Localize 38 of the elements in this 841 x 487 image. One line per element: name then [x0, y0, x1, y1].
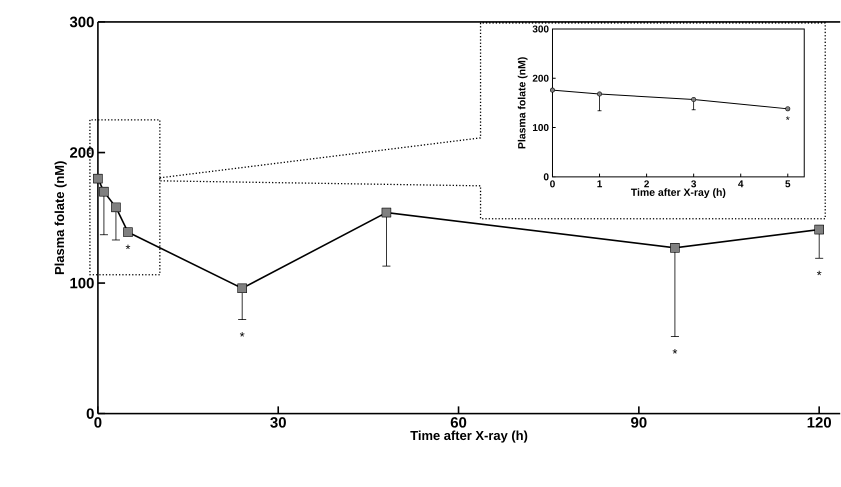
x-tick-label: 120: [808, 417, 831, 428]
x-tick-label: 0: [550, 180, 555, 188]
x-tick-label: 5: [785, 180, 790, 188]
point: [550, 88, 555, 93]
point: [814, 224, 824, 235]
y-tick-label: 300: [70, 16, 94, 28]
x-tick-label: 0: [94, 417, 102, 428]
annotation: *: [240, 332, 244, 337]
point: [93, 174, 103, 184]
y-tick-label: 200: [532, 74, 549, 82]
point: [237, 284, 247, 294]
y-tick-label: 100: [70, 278, 94, 289]
y-tick-label: 0: [544, 174, 549, 181]
annotation: *: [786, 116, 790, 120]
y-tick-label: 300: [532, 26, 549, 33]
point: [670, 243, 680, 253]
point: [123, 228, 133, 238]
point: [785, 106, 790, 112]
point: [382, 208, 392, 218]
y-axis-title: Plasma folate (nM): [54, 162, 67, 274]
x-axis-title: Time after X-ray (h): [410, 430, 528, 443]
y-axis-title: Plasma folate (nM): [518, 58, 528, 149]
annotation: *: [672, 349, 678, 354]
y-tick-label: 200: [70, 147, 94, 158]
x-axis-title: Time after X-ray (h): [630, 188, 726, 198]
point: [99, 187, 109, 197]
x-tick-label: 1: [597, 180, 602, 188]
y-tick-label: 100: [532, 124, 549, 132]
y-tick-label: 0: [86, 408, 94, 420]
annotation: *: [816, 270, 822, 276]
x-tick-label: 4: [738, 180, 744, 188]
x-tick-label: 90: [631, 417, 647, 428]
point: [111, 202, 121, 212]
x-tick-label: 2: [644, 180, 649, 188]
x-tick-label: 30: [270, 417, 286, 428]
annotation: *: [126, 244, 130, 250]
x-tick-label: 60: [450, 417, 466, 428]
x-tick-label: 3: [691, 180, 696, 188]
